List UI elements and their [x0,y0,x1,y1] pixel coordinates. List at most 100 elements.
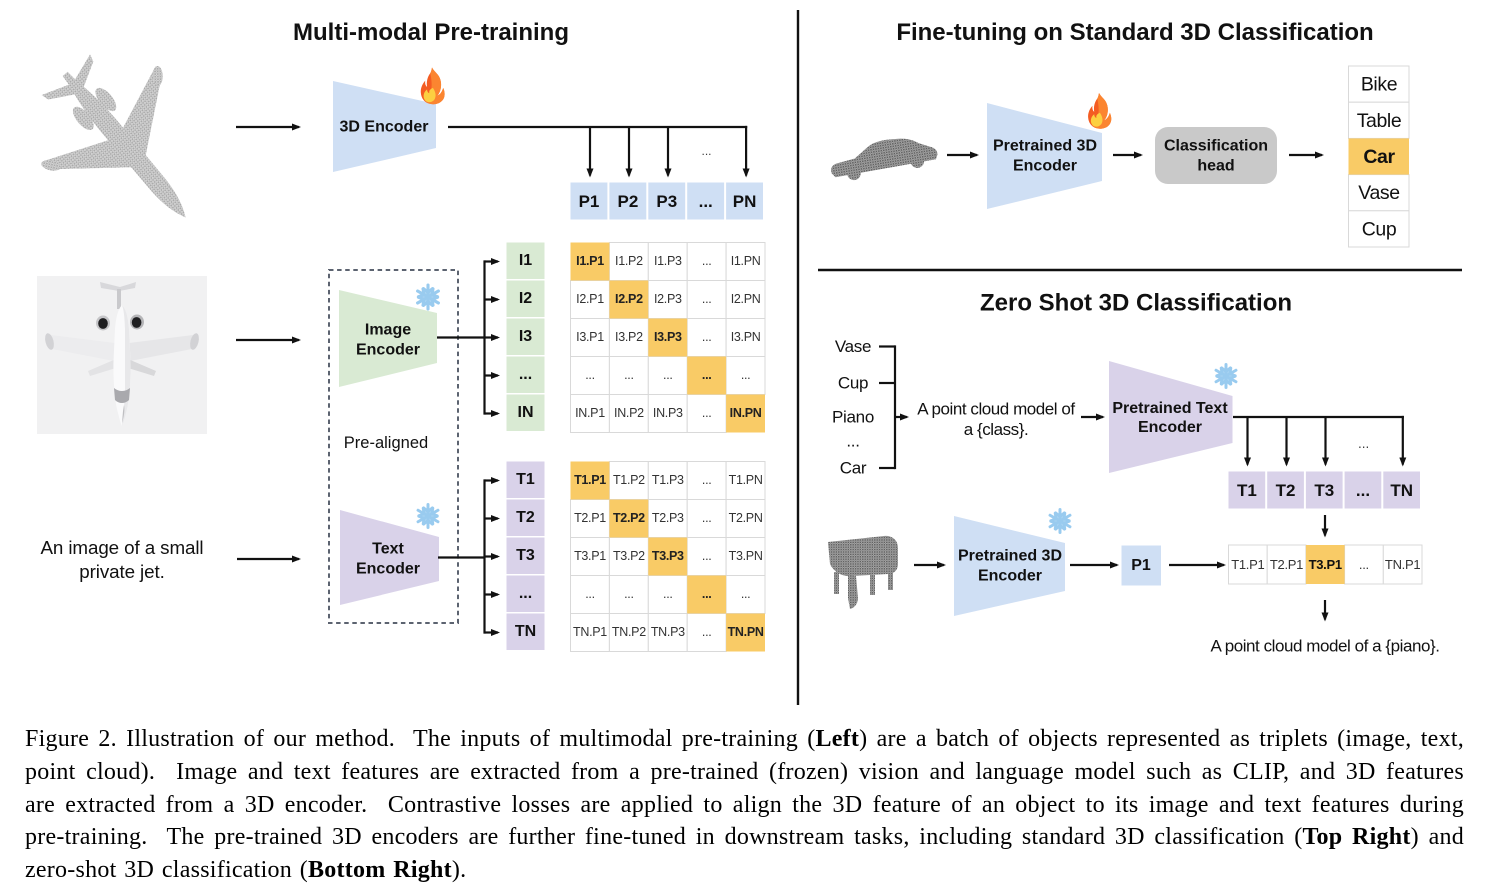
svg-text:Bike: Bike [1361,74,1397,96]
svg-text:T3.P1: T3.P1 [1309,557,1342,572]
svg-text:T2.PN: T2.PN [729,511,763,525]
svg-text:T2.P3: T2.P3 [652,511,684,525]
svg-text:An image of a small: An image of a small [40,537,203,558]
svg-text:T2.P2: T2.P2 [613,511,645,525]
svg-text:Car: Car [1363,146,1395,168]
svg-text:T2: T2 [516,509,535,526]
svg-text:3D Encoder: 3D Encoder [340,119,429,136]
svg-text:P2: P2 [618,192,639,211]
svg-text:...: ... [702,587,712,601]
svg-text:T3.P1: T3.P1 [574,549,606,563]
svg-text:...: ... [702,625,712,639]
svg-text:Vase: Vase [1358,182,1399,204]
svg-text:TN.P3: TN.P3 [651,625,685,639]
svg-text:...: ... [702,330,712,344]
svg-text:Encoder: Encoder [1013,158,1077,175]
svg-text:...: ... [702,254,712,268]
svg-text:I2.PN: I2.PN [731,292,761,306]
svg-text:...: ... [702,473,712,487]
svg-text:Encoder: Encoder [978,568,1042,585]
svg-text:Cup: Cup [1362,218,1397,240]
svg-text:A point cloud model of a {pian: A point cloud model of a {piano}. [1210,637,1439,656]
svg-text:A point cloud model of: A point cloud model of [917,400,1075,419]
svg-text:I2: I2 [519,290,532,307]
svg-text:...: ... [741,368,751,382]
svg-text:...: ... [702,406,712,420]
svg-text:...: ... [741,587,751,601]
svg-text:IN.P3: IN.P3 [653,406,683,420]
svg-text:P1: P1 [579,192,600,211]
svg-text:Multi-modal Pre-training: Multi-modal Pre-training [293,19,569,46]
svg-text:...: ... [701,144,711,158]
svg-text:T3.PN: T3.PN [729,549,763,563]
svg-text:...: ... [1358,436,1369,451]
svg-text:TN.P2: TN.P2 [612,625,646,639]
svg-text:I3.P2: I3.P2 [615,330,643,344]
svg-text:T3: T3 [516,547,535,564]
svg-text:I1.PN: I1.PN [731,254,761,268]
svg-text:Piano: Piano [832,408,874,427]
svg-text:T2.P1: T2.P1 [574,511,606,525]
svg-text:I3: I3 [519,328,532,345]
svg-text:Encoder: Encoder [356,561,420,578]
svg-text:...: ... [663,368,673,382]
svg-text:IN.PN: IN.PN [730,406,762,420]
svg-text:PN: PN [733,192,757,211]
svg-text:...: ... [624,587,634,601]
svg-text:I2.P1: I2.P1 [576,292,604,306]
svg-text:IN.P2: IN.P2 [614,406,644,420]
svg-text:T2: T2 [1276,481,1296,500]
svg-text:T2.P1: T2.P1 [1270,557,1303,572]
svg-text:TN: TN [1390,481,1413,500]
svg-text:I2.P3: I2.P3 [654,292,682,306]
svg-text:...: ... [1359,557,1369,572]
svg-text:T3.P2: T3.P2 [613,549,645,563]
svg-text:Pretrained Text: Pretrained Text [1112,400,1228,417]
svg-text:Classification: Classification [1164,138,1268,155]
svg-text:I2.P2: I2.P2 [615,292,643,306]
svg-text:T3: T3 [1314,481,1334,500]
svg-text:IN.P1: IN.P1 [575,406,605,420]
svg-text:Fine-tuning on Standard 3D Cla: Fine-tuning on Standard 3D Classificatio… [896,19,1373,46]
svg-text:TN.P1: TN.P1 [573,625,607,639]
svg-text:...: ... [702,549,712,563]
svg-text:I1.P1: I1.P1 [576,254,604,268]
svg-text:P1: P1 [1131,557,1151,574]
svg-text:...: ... [519,366,532,383]
svg-text:Table: Table [1357,110,1402,132]
svg-text:IN: IN [518,404,534,421]
svg-text:...: ... [846,432,859,451]
svg-text:Text: Text [372,541,404,558]
svg-text:T1.PN: T1.PN [729,473,763,487]
svg-text:T1.P3: T1.P3 [652,473,684,487]
svg-text:T1.P1: T1.P1 [574,473,606,487]
svg-text:...: ... [1356,481,1370,500]
svg-text:T1.P2: T1.P2 [613,473,645,487]
svg-text:...: ... [585,587,595,601]
svg-text:...: ... [699,192,713,211]
svg-text:Car: Car [840,459,867,478]
svg-text:...: ... [519,585,532,602]
svg-text:Cup: Cup [838,374,868,393]
svg-text:a {class}.: a {class}. [964,420,1029,439]
svg-text:...: ... [624,368,634,382]
svg-text:I1: I1 [519,252,532,269]
svg-text:Vase: Vase [835,337,871,356]
svg-text:Encoder: Encoder [1138,419,1202,436]
svg-text:...: ... [702,292,712,306]
svg-text:I3.P3: I3.P3 [654,330,682,344]
svg-text:P3: P3 [656,192,677,211]
svg-text:Pre-aligned: Pre-aligned [344,434,428,452]
svg-text:Pretrained 3D: Pretrained 3D [958,548,1062,565]
svg-text:Zero Shot 3D Classification: Zero Shot 3D Classification [980,290,1292,317]
svg-text:Pretrained 3D: Pretrained 3D [993,138,1097,155]
svg-text:TN.P1: TN.P1 [1385,557,1420,572]
svg-text:Encoder: Encoder [356,342,420,359]
svg-text:head: head [1197,158,1234,175]
svg-text:I3.P1: I3.P1 [576,330,604,344]
svg-text:TN: TN [515,623,536,640]
svg-text:T1: T1 [1237,481,1257,500]
svg-text:I3.PN: I3.PN [731,330,761,344]
svg-text:T1.P1: T1.P1 [1231,557,1264,572]
svg-text:...: ... [702,368,712,382]
